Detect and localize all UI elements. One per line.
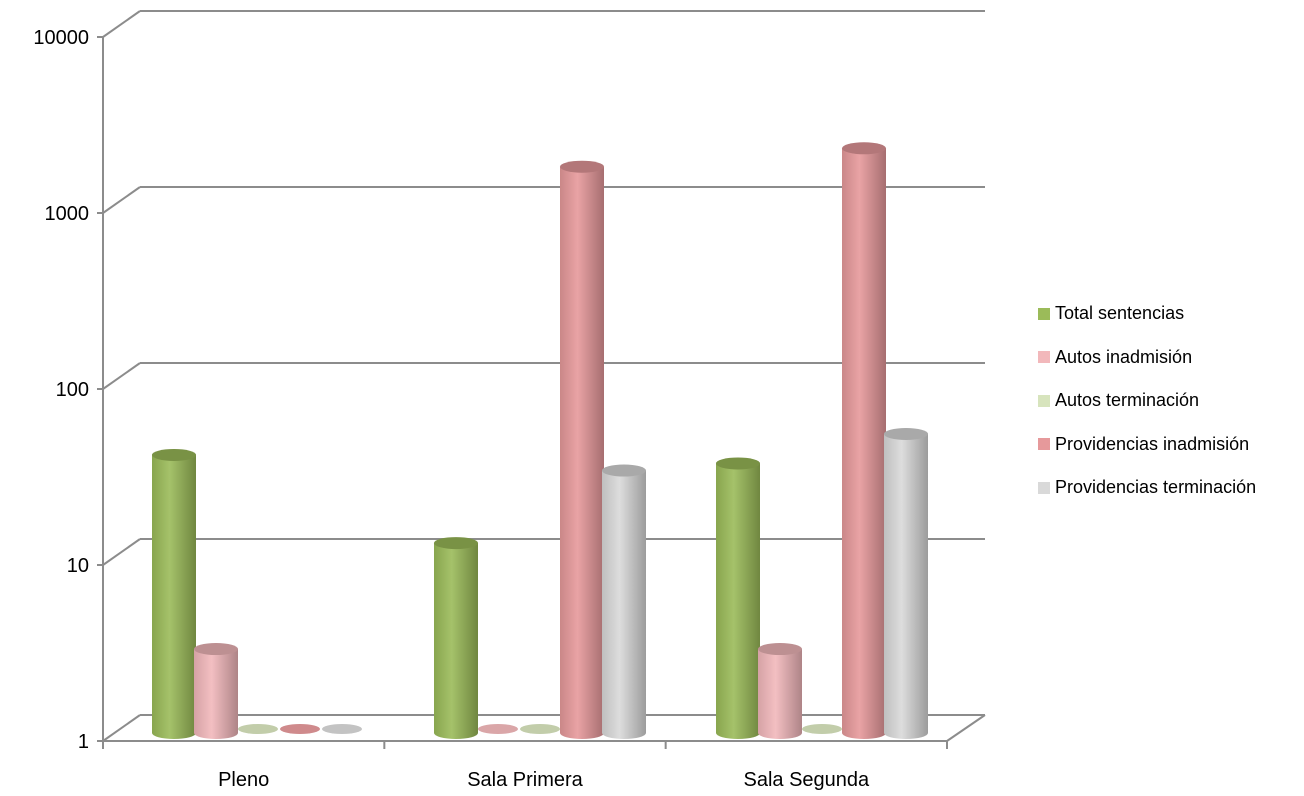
x-tick-label: Sala Primera xyxy=(467,769,583,791)
legend-item: Total sentencias xyxy=(1038,292,1256,336)
y-tick-label: 100 xyxy=(56,379,89,401)
legend-item: Autos terminación xyxy=(1038,379,1256,423)
y-tick-label: 1 xyxy=(78,731,89,753)
legend-item: Providencias inadmisión xyxy=(1038,423,1256,467)
bar xyxy=(758,643,802,739)
legend-label: Autos terminación xyxy=(1055,390,1200,411)
y-tick-label: 10 xyxy=(67,555,89,577)
legend-swatch xyxy=(1038,307,1050,320)
gridline xyxy=(97,10,985,38)
bar xyxy=(322,724,362,734)
bar xyxy=(716,457,760,739)
bar xyxy=(478,724,518,734)
legend-swatch xyxy=(1038,481,1050,494)
legend-item: Providencias terminación xyxy=(1038,466,1256,510)
bar xyxy=(280,724,320,734)
y-axis-labels: 1 10 100 1000 10000 xyxy=(33,27,89,753)
bar xyxy=(560,160,604,739)
x-axis-labels: Pleno Sala Primera Sala Segunda xyxy=(218,769,870,791)
bar xyxy=(152,448,196,739)
bar xyxy=(238,724,278,734)
x-tick-label: Pleno xyxy=(218,769,269,791)
y-tick-label: 1000 xyxy=(45,203,90,225)
bar xyxy=(194,643,238,739)
legend-swatch xyxy=(1038,394,1050,407)
x-tick-label: Sala Segunda xyxy=(743,769,870,791)
legend-item: Autos inadmisión xyxy=(1038,336,1256,380)
legend-swatch xyxy=(1038,351,1050,364)
bar xyxy=(434,537,478,739)
legend: Total sentencias Autos inadmisión Autos te… xyxy=(1038,292,1256,510)
legend-label: Autos inadmisión xyxy=(1055,346,1193,367)
legend-label: Providencias terminación xyxy=(1055,477,1257,498)
axes xyxy=(102,37,986,749)
legend-swatch xyxy=(1038,438,1050,451)
y-tick-label: 10000 xyxy=(33,27,89,49)
legend-label: Providencias inadmisión xyxy=(1055,433,1250,454)
bars xyxy=(152,142,928,739)
bar xyxy=(602,464,646,739)
bar xyxy=(884,427,928,739)
floor-edge xyxy=(946,714,986,742)
legend-label: Total sentencias xyxy=(1055,303,1185,324)
bar xyxy=(802,724,842,734)
bar xyxy=(520,724,560,734)
bar xyxy=(842,142,886,739)
